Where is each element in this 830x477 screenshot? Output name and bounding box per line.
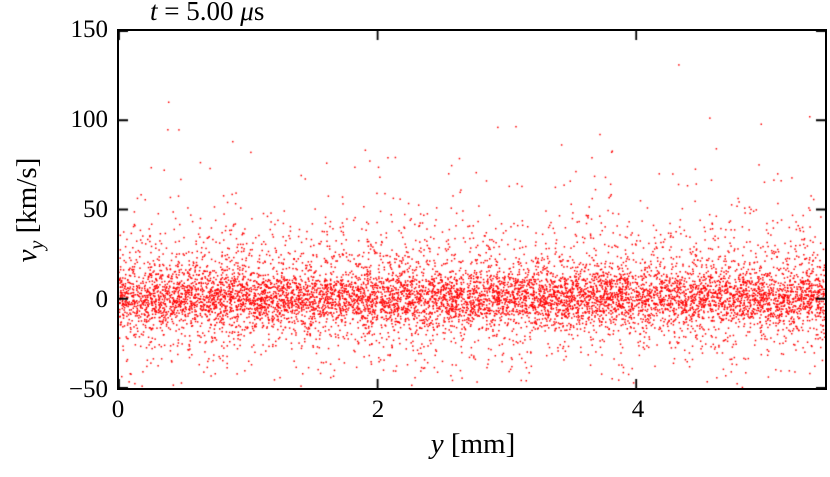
y-tick-label-0: 0: [95, 286, 109, 313]
y-axis-variable: v: [11, 249, 44, 263]
chart-title: t = 5.00 μs: [150, 0, 264, 27]
x-axis-variable: y: [430, 428, 444, 460]
title-unit: s: [253, 0, 265, 26]
scatter-canvas: [119, 31, 825, 388]
plot-area: [117, 29, 827, 390]
y-tick-label-100: 100: [70, 106, 109, 133]
title-value: = 5.00: [157, 0, 241, 26]
x-tick-label-4: 4: [631, 396, 645, 423]
x-axis-unit: [mm]: [443, 428, 516, 460]
y-tick-label-neg50: −50: [68, 376, 108, 403]
y-axis-subscript: y: [25, 240, 48, 250]
title-variable: t: [150, 0, 158, 26]
title-mu: μ: [240, 0, 254, 26]
y-tick-label-150: 150: [70, 16, 109, 43]
y-tick-label-50: 50: [83, 196, 108, 223]
x-axis-label: y [mm]: [373, 428, 573, 461]
x-tick-label-2: 2: [371, 396, 385, 423]
x-tick-label-0: 0: [111, 396, 125, 423]
